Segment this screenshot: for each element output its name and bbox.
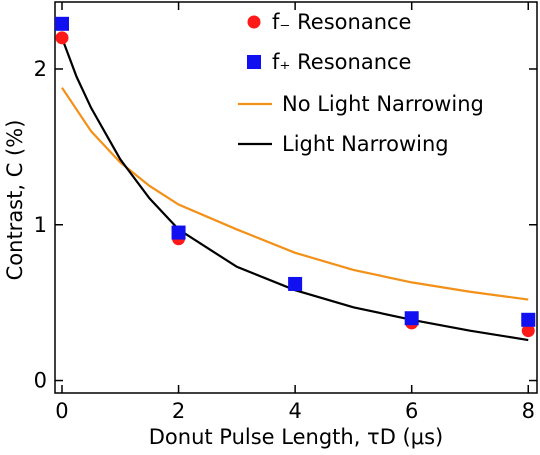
x-tick-label: 0 xyxy=(55,399,68,423)
data-point xyxy=(521,312,536,327)
x-tick-label: 8 xyxy=(522,399,535,423)
y-tick-label: 2 xyxy=(34,57,47,81)
legend-marker xyxy=(247,55,261,69)
plot-frame xyxy=(54,1,538,394)
x-axis-label: Donut Pulse Length, τD (μs) xyxy=(149,425,443,449)
y-tick-label: 0 xyxy=(34,369,47,393)
legend-marker xyxy=(247,15,261,29)
data-point xyxy=(404,311,419,326)
x-tick-label: 6 xyxy=(405,399,418,423)
data-point xyxy=(288,276,303,291)
legend-label: f₊ Resonance xyxy=(272,50,411,74)
data-point xyxy=(521,324,535,338)
x-tick-label: 2 xyxy=(172,399,185,423)
y-axis-label: Contrast, C (%) xyxy=(3,120,27,281)
data-point xyxy=(54,16,69,31)
fit-line xyxy=(60,37,529,342)
y-tick-label: 1 xyxy=(34,213,47,237)
legend-label: f₋ Resonance xyxy=(272,10,411,34)
legend-label: No Light Narrowing xyxy=(282,92,484,116)
data-point xyxy=(171,225,186,240)
legend-label: Light Narrowing xyxy=(282,132,449,156)
data-point xyxy=(55,31,69,45)
fit-line xyxy=(61,87,529,301)
x-tick-label: 4 xyxy=(288,399,301,423)
